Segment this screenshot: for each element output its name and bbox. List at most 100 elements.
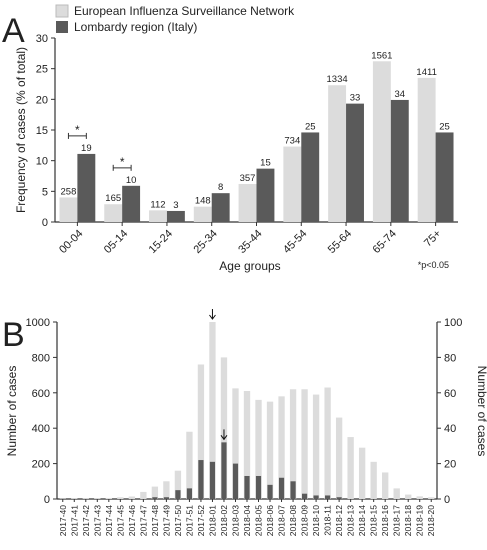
- x-tick-label: 2018-06: [265, 505, 275, 536]
- bar-europe: [393, 488, 400, 499]
- data-label: 734: [284, 136, 300, 147]
- x-tick-label: 2017-48: [150, 505, 160, 536]
- chart-a: European Influenza Surveillance Network …: [14, 4, 458, 273]
- x-tick-label: 2018-18: [403, 505, 413, 536]
- bar-lombardy: [209, 461, 216, 499]
- bar-europe: [197, 364, 205, 499]
- data-label: 33: [350, 93, 361, 104]
- bar-europe: [71, 498, 78, 499]
- chart-b: Number of cases Number of cases 02004006…: [5, 309, 487, 536]
- arrow-marker-head: [220, 435, 228, 441]
- bar-lombardy: [244, 475, 250, 499]
- bar-lombardy: [256, 168, 275, 222]
- bar-lombardy: [186, 488, 193, 499]
- bar-europe: [428, 497, 435, 499]
- data-label: 112: [150, 199, 165, 210]
- bar-europe: [255, 399, 262, 499]
- bar-europe: [238, 183, 257, 222]
- bar-europe: [220, 357, 228, 499]
- x-tick-label: 75+: [422, 228, 444, 250]
- bar-europe: [417, 77, 436, 222]
- bar-europe: [117, 497, 124, 499]
- bar-europe: [266, 401, 274, 499]
- data-label: 10: [126, 175, 137, 186]
- y-tick-label-left: 200: [32, 459, 50, 471]
- bar-lombardy: [77, 153, 96, 222]
- x-axis-title: Age groups: [219, 259, 280, 273]
- bar-lombardy: [255, 475, 262, 499]
- bar-europe: [163, 481, 170, 499]
- bar-europe: [105, 497, 112, 499]
- x-tick-label: 2018-04: [242, 505, 252, 536]
- y-tick-label-left: 600: [32, 388, 50, 400]
- bar-lombardy: [232, 463, 239, 499]
- bar-europe: [151, 486, 159, 499]
- y-tick-label: 25: [36, 64, 48, 76]
- x-tick-label: 2018-03: [230, 505, 240, 536]
- data-label: 1334: [327, 74, 348, 85]
- y-tick-label-left: 400: [32, 423, 50, 435]
- bar-europe: [174, 470, 182, 499]
- legend-swatch-light: [55, 4, 69, 18]
- bar-europe: [283, 146, 302, 222]
- bar-europe: [104, 204, 123, 222]
- legend-label-light: European Influenza Surveillance Network: [74, 4, 295, 18]
- bar-europe: [82, 498, 89, 499]
- data-label: 25: [439, 121, 450, 132]
- x-tick-label: 2018-19: [415, 505, 425, 536]
- footnote: *p<0.05: [418, 260, 449, 270]
- x-tick-label: 2017-51: [184, 505, 194, 536]
- x-tick-label: 2018-14: [357, 505, 367, 536]
- x-tick-label: 2018-11: [323, 505, 333, 536]
- x-tick-label: 2017-46: [127, 505, 137, 536]
- bar-europe: [312, 394, 320, 499]
- bar-lombardy: [152, 497, 158, 499]
- y-axis-title-left: Number of cases: [5, 366, 19, 457]
- bar-europe: [209, 322, 216, 499]
- data-label: 34: [394, 89, 405, 100]
- bar-europe: [193, 206, 212, 222]
- y-tick-label-left: 800: [32, 352, 50, 364]
- y-tick-label-right: 60: [444, 388, 456, 400]
- arrow-marker-head: [209, 314, 216, 320]
- y-tick-label-right: 40: [444, 423, 456, 435]
- bar-lombardy: [325, 495, 331, 499]
- x-tick-label: 2018-08: [288, 505, 298, 536]
- x-tick-label: 2017-45: [115, 505, 125, 536]
- bar-lombardy: [166, 210, 185, 222]
- bar-europe: [405, 494, 412, 499]
- bar-europe: [328, 85, 347, 222]
- legend-label-dark: Lombardy region (Italy): [74, 20, 197, 34]
- x-tick-label: 2017-40: [58, 505, 68, 536]
- significance-mark: *: [120, 155, 125, 169]
- panel-label-a: A: [2, 12, 25, 50]
- x-tick-label: 2017-43: [92, 505, 102, 536]
- x-tick-label: 2018-10: [311, 505, 321, 536]
- x-tick-label: 2018-07: [277, 505, 287, 536]
- chart-a-marks: 05101520253000-042581905-141651015-24112…: [36, 33, 458, 256]
- legend-swatch-dark: [56, 21, 68, 33]
- bar-lombardy: [390, 99, 409, 222]
- bar-lombardy: [198, 460, 204, 499]
- bar-europe: [140, 491, 147, 499]
- legend: European Influenza Surveillance Network …: [55, 4, 295, 34]
- bar-europe: [335, 417, 343, 499]
- x-tick-label: 2018-05: [254, 505, 264, 536]
- x-tick-label: 45-54: [281, 228, 309, 256]
- data-label: 8: [218, 182, 223, 193]
- y-tick-label-left: 1000: [26, 317, 50, 329]
- bar-lombardy: [278, 477, 285, 499]
- x-tick-label: 2017-42: [81, 505, 91, 536]
- data-label: 165: [105, 193, 121, 204]
- x-tick-label: 15-24: [147, 228, 175, 256]
- y-tick-label-right: 80: [444, 352, 456, 364]
- y-tick-label-left: 0: [44, 494, 50, 506]
- data-label: 258: [61, 186, 77, 197]
- bar-lombardy: [301, 493, 308, 499]
- bar-europe: [94, 498, 101, 499]
- bar-europe: [232, 388, 239, 499]
- bar-europe: [372, 61, 391, 222]
- bar-europe: [149, 210, 167, 222]
- bar-europe: [128, 496, 136, 499]
